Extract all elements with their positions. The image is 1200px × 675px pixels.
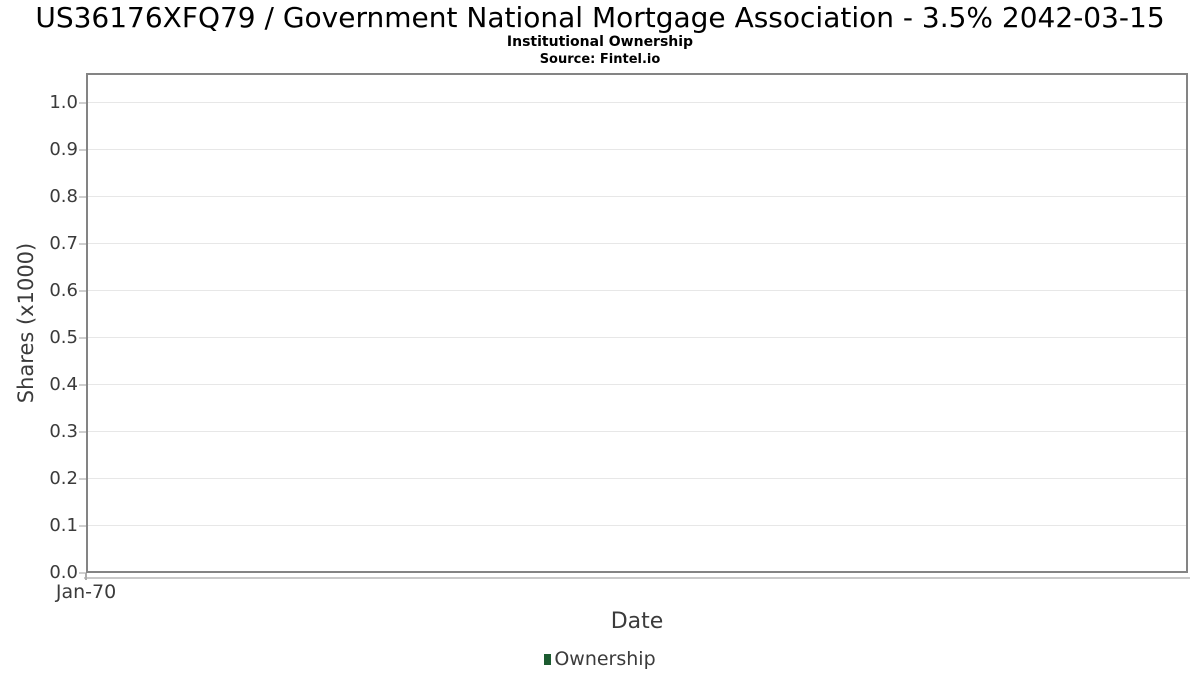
gridline xyxy=(88,290,1186,291)
x-axis-tick-mark xyxy=(85,573,87,580)
y-axis-tick-label: 0.4 xyxy=(49,374,78,395)
gridline xyxy=(88,525,1186,526)
y-axis-tick-mark xyxy=(79,478,86,480)
legend-label-ownership: Ownership xyxy=(554,648,656,670)
y-axis-tick-mark xyxy=(79,337,86,339)
gridline xyxy=(88,243,1186,244)
legend: Ownership xyxy=(0,648,1200,670)
x-axis-tick-label: Jan-70 xyxy=(55,581,117,603)
y-axis-tick-mark xyxy=(79,149,86,151)
gridline xyxy=(88,337,1186,338)
y-axis-tick-mark xyxy=(79,290,86,292)
y-axis-tick-label: 0.1 xyxy=(49,515,78,536)
gridline xyxy=(88,478,1186,479)
y-axis-tick-label: 0.0 xyxy=(49,562,78,583)
plot-area xyxy=(86,73,1188,573)
y-axis-tick-label: 0.2 xyxy=(49,468,78,489)
gridline xyxy=(88,196,1186,197)
y-axis-tick-label: 0.3 xyxy=(49,421,78,442)
y-axis-tick-mark xyxy=(79,102,86,104)
y-axis-tick-mark xyxy=(79,243,86,245)
legend-marker-ownership xyxy=(544,653,552,665)
y-axis-tick-mark xyxy=(79,431,86,433)
y-axis-tick-mark xyxy=(79,525,86,527)
chart-title: US36176XFQ79 / Government National Mortg… xyxy=(35,1,1165,34)
gridline xyxy=(88,102,1186,103)
chart-subtitle: Institutional Ownership xyxy=(506,34,694,50)
y-axis-tick-mark xyxy=(79,384,86,386)
gridline xyxy=(88,431,1186,432)
x-axis-title: Date xyxy=(610,609,664,634)
y-axis-tick-label: 0.9 xyxy=(49,139,78,160)
y-axis-tick-mark xyxy=(79,572,86,574)
gridline xyxy=(88,149,1186,150)
y-axis-tick-mark xyxy=(79,196,86,198)
chart-source-label: Source: Fintel.io xyxy=(539,52,661,67)
gridline xyxy=(88,384,1186,385)
x-axis-line xyxy=(84,577,1190,579)
y-axis-tick-label: 0.7 xyxy=(49,233,78,254)
y-axis-tick-label: 0.8 xyxy=(49,186,78,207)
y-axis-tick-label: 1.0 xyxy=(49,92,78,113)
y-axis-tick-label: 0.5 xyxy=(49,327,78,348)
y-axis-tick-label: 0.6 xyxy=(49,280,78,301)
